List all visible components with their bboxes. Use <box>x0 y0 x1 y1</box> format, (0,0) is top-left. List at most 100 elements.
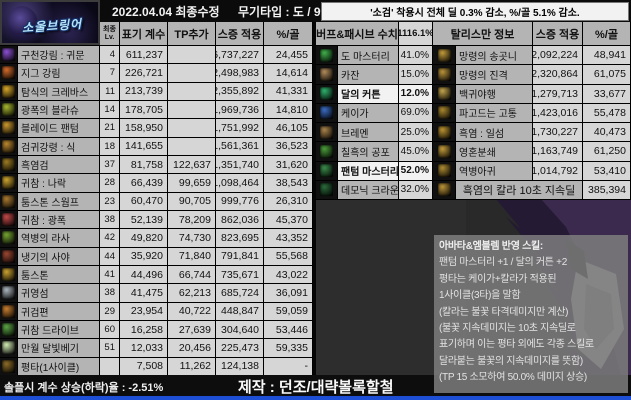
skill-icon <box>0 100 18 119</box>
table-row: 칠흑의 공포 45.0% 영혼분쇄 1,163,749 61,250 <box>316 142 631 162</box>
table-row: 달의 커튼 12.0% 백귀야행 1,279,713 33,677 <box>316 84 631 104</box>
skill-icon <box>0 210 18 229</box>
skill-damage: 304,640 <box>216 320 264 339</box>
table-row: 툼스톤 41 44,496 66,744 735,671 43,022 <box>0 265 313 285</box>
skill-gold-eff: 14,810 <box>264 100 313 119</box>
skill-name: 평타(1사이클) <box>18 357 100 375</box>
buff-table-header: 버프&패시브 수치 1116.1% 탈리스만 정보 스증 적용 %/골 <box>316 22 631 46</box>
skill-tp-bonus: 27,639 <box>168 320 216 339</box>
skill-level: 23 <box>100 192 120 210</box>
buff-name: 데모닉 크라운 <box>338 180 399 199</box>
talisman-gold-eff: 61,250 <box>583 142 631 161</box>
skill-damage: 1,561,361 <box>216 137 264 155</box>
skill-gold-eff: - <box>264 357 313 375</box>
skill-icon <box>0 284 18 302</box>
skill-name: 귀참 : 나락 <box>18 174 100 192</box>
skill-damage: 1,351,740 <box>216 155 264 174</box>
table-row: 귀검편 29 23,954 40,722 448,847 59,059 <box>0 302 313 321</box>
buff-value: 15.0% <box>399 65 433 84</box>
talisman-name: 망령의 진격 <box>456 65 533 84</box>
skill-coefficient: 213,739 <box>120 82 168 100</box>
skill-icon <box>0 192 18 210</box>
skill-tp-bonus: 122,637 <box>168 155 216 174</box>
col-gold-eff: %/골 <box>264 22 313 45</box>
skill-icon <box>0 119 18 137</box>
note-line: (불꽃 지속데미지는 10초 지속딜로 <box>439 323 576 335</box>
col-coefficient: 표기 계수 <box>120 22 168 45</box>
buff-name: 칠흑의 공포 <box>338 142 399 161</box>
skill-coefficient: 158,950 <box>120 119 168 137</box>
talisman-icon <box>433 84 456 103</box>
skill-damage: 1,969,736 <box>216 100 264 119</box>
table-row: 검귀강령 : 식 18 141,655 1,561,361 36,523 <box>0 137 313 156</box>
table-row: 툼스톤 스웜프 23 60,470 90,705 999,776 26,310 <box>0 192 313 211</box>
table-row: 카잔 15.0% 망령의 진격 2,320,864 61,075 <box>316 65 631 85</box>
skill-level: 42 <box>100 229 120 247</box>
skill-name: 흑염검 <box>18 155 100 174</box>
skill-gold-eff: 24,455 <box>264 46 313 64</box>
buff-icon <box>316 84 338 103</box>
col-damage: 스증 적용 <box>216 22 264 45</box>
col-tp: TP추가 <box>168 22 216 45</box>
buff-name: 달의 커튼 <box>338 84 399 103</box>
buff-icon <box>316 180 338 199</box>
top-bar: 2022.04.04 최종수정 무기타입 : 도 / 9907 '소검' 착용시… <box>0 0 631 22</box>
skill-icon <box>0 339 18 357</box>
skill-name: 툼스톤 <box>18 265 100 284</box>
buff-name: 도 마스터리 <box>338 46 399 65</box>
buff-value: 69.0% <box>399 103 433 122</box>
skill-level: 11 <box>100 82 120 100</box>
skill-icon <box>0 357 18 375</box>
skill-coefficient: 12,033 <box>120 339 168 357</box>
skill-tp-bonus <box>168 119 216 137</box>
credits: 제작 : 던조/대략볼록할철 <box>238 379 394 396</box>
skill-icon <box>0 64 18 82</box>
col-buff-passive: 버프&패시브 수치 <box>316 22 399 45</box>
buff-name: 카잔 <box>338 65 399 84</box>
table-row: 평타(1사이클) 7,508 11,262 124,138 - <box>0 357 313 376</box>
skill-damage: 685,724 <box>216 284 264 302</box>
table-row: 블레이드 팬텀 21 158,950 1,751,992 46,105 <box>0 119 313 138</box>
skill-gold-eff: 14,614 <box>264 64 313 82</box>
skill-level: 21 <box>100 119 120 137</box>
skill-icon <box>0 137 18 155</box>
skill-damage: 1,098,464 <box>216 174 264 192</box>
skill-coefficient: 7,508 <box>120 357 168 375</box>
last-updated: 2022.04.04 최종수정 <box>112 5 220 19</box>
buff-value: 12.0% <box>399 84 433 103</box>
bottom-accent-strip <box>0 396 631 400</box>
note-line: 팬텀 마스터리 +1 / 달의 커튼 +2 <box>439 257 567 269</box>
buff-icon <box>316 142 338 161</box>
skill-damage: 2,355,892 <box>216 82 264 100</box>
skill-level: 28 <box>100 174 120 192</box>
skill-level: 60 <box>100 320 120 339</box>
skill-name: 냉기의 사야 <box>18 247 100 265</box>
talisman-name: 영혼분쇄 <box>456 142 533 161</box>
skill-level: 7 <box>100 64 120 82</box>
skill-gold-eff: 41,331 <box>264 82 313 100</box>
class-logo: 소울브링어 <box>0 0 100 45</box>
talisman-damage: 1,423,016 <box>533 103 583 122</box>
table-row: 브레멘 25.0% 흑염 : 일섬 1,730,227 40,473 <box>316 123 631 143</box>
skill-tp-bonus: 71,840 <box>168 247 216 265</box>
buff-name: 브레멘 <box>338 123 399 142</box>
skill-name: 검귀강령 : 식 <box>18 137 100 155</box>
skill-name: 귀영섬 <box>18 284 100 302</box>
skill-level: 18 <box>100 137 120 155</box>
skill-icon <box>0 247 18 265</box>
talisman-damage: 2,320,864 <box>533 65 583 84</box>
skill-gold-eff: 43,352 <box>264 229 313 247</box>
talisman-icon <box>433 161 456 180</box>
skill-icon <box>0 155 18 174</box>
talisman-gold-eff: 53,410 <box>583 161 631 180</box>
buff-name: 팬텀 마스터리 <box>338 161 399 180</box>
notice-text: '소검' 착용시 전체 딜 0.3% 감소, %/골 5.1% 감소. <box>370 8 580 19</box>
skill-level: 51 <box>100 339 120 357</box>
note-line: 표기하며 이는 평타 외에도 각종 스킬로 <box>439 339 594 351</box>
skill-tp-bonus <box>168 137 216 155</box>
skill-coefficient: 60,470 <box>120 192 168 210</box>
talisman-damage: 1,730,227 <box>533 123 583 142</box>
table-row: 데모닉 크라운 32.0% 흑염의 칼라 10초 지속딜 385,394 <box>316 180 631 200</box>
skill-rows: 구천강림 : 귀문 4 611,237 6,737,227 24,455 지그 … <box>0 46 313 376</box>
skill-gold-eff: 59,059 <box>264 302 313 320</box>
